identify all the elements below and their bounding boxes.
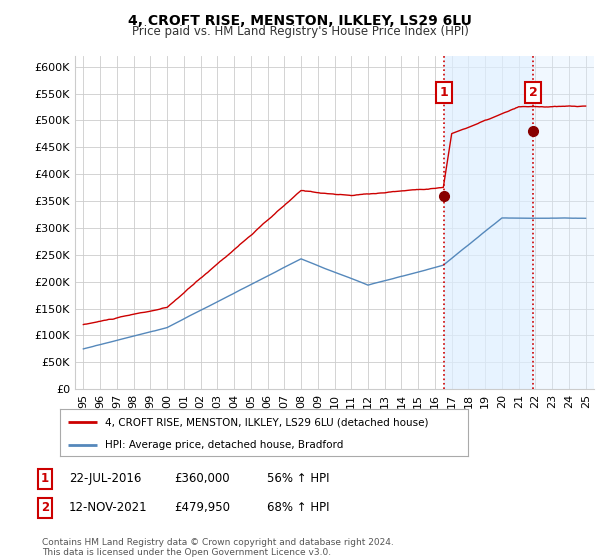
Text: 56% ↑ HPI: 56% ↑ HPI	[267, 472, 329, 486]
Text: £360,000: £360,000	[174, 472, 230, 486]
Text: 2: 2	[41, 501, 49, 515]
Text: Price paid vs. HM Land Registry's House Price Index (HPI): Price paid vs. HM Land Registry's House …	[131, 25, 469, 38]
Text: £479,950: £479,950	[174, 501, 230, 515]
Text: 1: 1	[41, 472, 49, 486]
Bar	[533, 56, 594, 389]
Text: Contains HM Land Registry data © Crown copyright and database right 2024.
This d: Contains HM Land Registry data © Crown c…	[42, 538, 394, 557]
Text: 12-NOV-2021: 12-NOV-2021	[69, 501, 148, 515]
Text: 4, CROFT RISE, MENSTON, ILKLEY, LS29 6LU (detached house): 4, CROFT RISE, MENSTON, ILKLEY, LS29 6LU…	[105, 417, 428, 427]
Text: 68% ↑ HPI: 68% ↑ HPI	[267, 501, 329, 515]
Text: 2: 2	[529, 86, 538, 99]
Text: 22-JUL-2016: 22-JUL-2016	[69, 472, 142, 486]
Text: 1: 1	[440, 86, 449, 99]
Text: 4, CROFT RISE, MENSTON, ILKLEY, LS29 6LU: 4, CROFT RISE, MENSTON, ILKLEY, LS29 6LU	[128, 14, 472, 28]
Bar	[444, 56, 533, 389]
Text: HPI: Average price, detached house, Bradford: HPI: Average price, detached house, Brad…	[105, 440, 343, 450]
